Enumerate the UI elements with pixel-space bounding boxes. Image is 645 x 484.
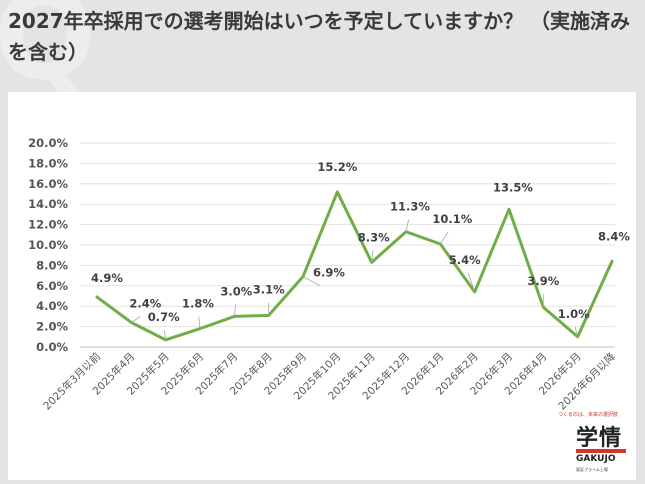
logo-bar [576,449,626,453]
data-label: 1.8% [182,297,214,311]
y-tick-label: 10.0% [28,238,68,252]
label-leader-line [574,326,579,337]
logo-subtext: 東証プライム上場 [576,467,608,472]
logo-mark: 学情 [576,426,623,451]
y-tick-label: 8.0% [36,258,68,272]
y-tick-label: 20.0% [28,136,68,150]
y-tick-label: 4.0% [36,299,68,313]
data-label: 0.7% [148,310,180,324]
data-label: 8.3% [358,230,390,244]
x-tick-label: 2026年6月以降 [556,350,619,413]
data-label: 5.4% [449,253,481,267]
label-leader-line [131,316,141,323]
page-title: 2027年卒採用での選考開始はいつを予定していますか？ （実施済みを含む） [8,9,631,64]
y-tick-label: 0.0% [36,340,68,354]
series-line [95,190,614,342]
gakujo-logo: つくるのは、未来の選択肢 学情 GAKUJO 東証プライム上場 [558,411,634,477]
label-leader-line [439,231,449,245]
label-leader-line [371,250,374,263]
data-label: 11.3% [390,200,430,214]
y-tick-label: 18.0% [28,156,68,170]
y-tick-label: 6.0% [36,279,68,293]
data-label: 1.0% [558,307,590,321]
y-tick-label: 12.0% [28,218,68,232]
background-question-mark: Q [0,0,97,107]
label-leader-line [467,272,476,293]
label-leader-line [302,276,321,286]
data-label: 6.9% [313,266,345,280]
data-label: 3.9% [527,274,559,288]
y-tick-label: 16.0% [28,177,68,191]
data-label: 4.9% [91,271,123,285]
data-label: 3.1% [253,282,285,296]
data-label: 2.4% [129,297,161,311]
y-tick-label: 2.0% [36,320,68,334]
logo-tagline: つくるのは、未来の選択肢 [558,412,618,418]
label-leader-line [405,219,409,232]
label-leader-line [163,329,167,340]
data-label: 10.1% [432,212,472,226]
data-label: 3.0% [220,284,252,298]
logo-name: GAKUJO [576,454,616,464]
y-tick-label: 14.0% [28,197,68,211]
label-leader-line [198,316,201,329]
label-leader-line [233,304,237,317]
data-label: 15.2% [317,160,357,174]
data-label: 13.5% [493,180,533,194]
x-tick-label: 2025年3月以前 [41,350,104,413]
data-label: 8.4% [598,229,630,243]
